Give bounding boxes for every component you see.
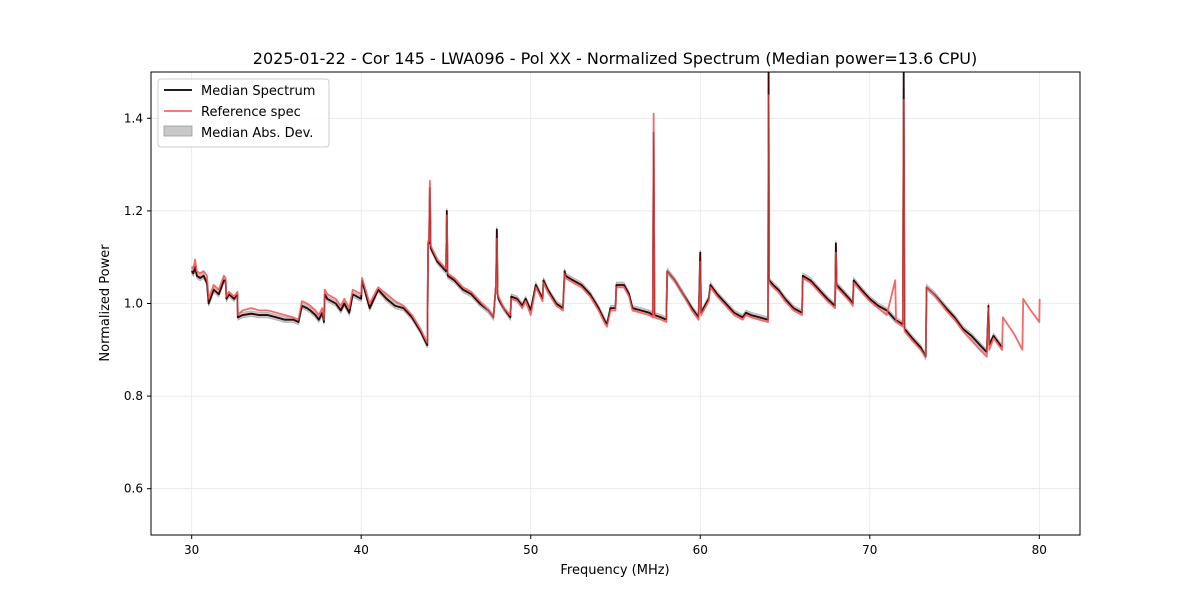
series-layer <box>190 72 1041 358</box>
legend-label-reference: Reference spec <box>201 105 301 120</box>
legend-label-median: Median Spectrum <box>201 84 315 99</box>
legend-label-mad: Median Abs. Dev. <box>201 126 313 141</box>
y-tick-label: 1.4 <box>124 111 143 125</box>
y-axis: 0.6 0.8 1.0 1.2 1.4 <box>124 111 151 496</box>
legend-box <box>157 78 330 148</box>
y-tick-label: 0.6 <box>124 482 143 496</box>
x-tick-label: 50 <box>523 543 538 557</box>
x-tick-label: 40 <box>354 543 369 557</box>
x-tick-label: 30 <box>184 543 199 557</box>
y-tick-label: 1.2 <box>124 204 143 218</box>
y-tick-label: 0.8 <box>124 389 143 403</box>
x-axis-label: Frequency (MHz) <box>560 563 669 578</box>
legend-swatch-mad <box>163 125 193 137</box>
y-axis-label: Normalized Power <box>98 244 113 362</box>
x-tick-label: 80 <box>1032 543 1047 557</box>
x-axis: 30 40 50 60 70 80 <box>184 535 1047 557</box>
legend: Median Spectrum Reference spec Median Ab… <box>157 78 330 148</box>
x-tick-label: 60 <box>693 543 708 557</box>
chart-title: 2025-01-22 - Cor 145 - LWA096 - Pol XX -… <box>253 49 977 68</box>
series-overlap-shade <box>191 72 1003 358</box>
y-tick-label: 1.0 <box>124 297 143 311</box>
x-tick-label: 70 <box>862 543 877 557</box>
series-reference-spec <box>190 94 1041 358</box>
